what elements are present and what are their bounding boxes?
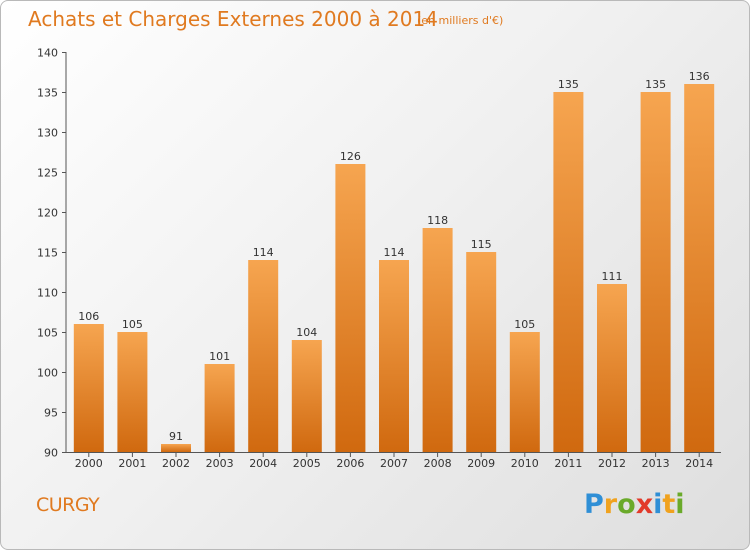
x-tick-label: 2012 <box>598 457 626 470</box>
x-tick-label: 2010 <box>511 457 539 470</box>
y-tick-label: 115 <box>37 247 58 260</box>
bar-value-label: 136 <box>689 70 710 83</box>
bar <box>422 228 453 452</box>
bar-value-label: 101 <box>209 350 230 363</box>
logo-letter: r <box>603 489 618 520</box>
x-tick-label: 2000 <box>75 457 103 470</box>
y-tick-label: 110 <box>37 287 58 300</box>
bar <box>248 260 279 452</box>
y-tick-label: 90 <box>44 447 58 460</box>
bar-value-label: 115 <box>471 238 492 251</box>
y-tick-label: 130 <box>37 127 58 140</box>
x-tick-label: 2006 <box>336 457 364 470</box>
logo-letter: o <box>617 489 636 520</box>
bar <box>204 364 235 452</box>
bar <box>684 84 715 452</box>
bar-value-label: 105 <box>122 318 143 331</box>
bar-value-label: 118 <box>427 214 448 227</box>
x-tick-label: 2003 <box>206 457 234 470</box>
x-tick-label: 2008 <box>424 457 452 470</box>
bar <box>466 252 497 452</box>
x-tick-label: 2009 <box>467 457 495 470</box>
y-tick-label: 105 <box>37 327 58 340</box>
bar <box>117 332 148 452</box>
bar-value-label: 114 <box>384 246 405 259</box>
y-tick-label: 125 <box>37 167 58 180</box>
bars-group <box>73 84 715 452</box>
logo-letter: i <box>675 489 685 520</box>
y-tick-label: 135 <box>37 87 58 100</box>
bar-value-label: 91 <box>169 430 183 443</box>
bar <box>73 324 104 452</box>
logo-letter: i <box>653 489 663 520</box>
bar <box>291 340 322 452</box>
x-tick-label: 2014 <box>685 457 713 470</box>
x-tick-label: 2004 <box>249 457 277 470</box>
bar <box>640 92 671 452</box>
y-tick-label: 120 <box>37 207 58 220</box>
bar <box>379 260 409 452</box>
bar <box>597 284 627 452</box>
proxiti-logo[interactable]: Proxiti <box>584 489 685 520</box>
logo-letter: t <box>662 489 676 520</box>
axes: 90 95 100 105 110 115 120 125 130 135 140 2000 2001 2… <box>37 47 721 470</box>
x-tick-label: 2005 <box>293 457 321 470</box>
value-labels-group: 106 105 91 101 114 104 126 114 118 115 105 135 111 13… <box>78 70 709 443</box>
bar <box>553 92 584 452</box>
bar <box>161 444 191 452</box>
x-tick-label: 2001 <box>118 457 146 470</box>
town-name: CURGY <box>36 494 100 516</box>
logo-letter: P <box>584 489 604 520</box>
bar-value-label: 106 <box>78 310 99 323</box>
y-tick-label: 100 <box>37 367 58 380</box>
bar <box>335 164 366 452</box>
y-tick-label: 140 <box>37 47 58 60</box>
bar-value-label: 111 <box>602 270 623 283</box>
bar-value-label: 135 <box>645 78 666 91</box>
logo-letter: x <box>635 489 654 520</box>
bar-value-label: 135 <box>558 78 579 91</box>
chart-title: Achats et Charges Externes 2000 à 2014 <box>28 7 438 31</box>
x-tick-label: 2011 <box>554 457 582 470</box>
bar-value-label: 114 <box>253 246 274 259</box>
y-tick-label: 95 <box>44 407 58 420</box>
x-tick-label: 2002 <box>162 457 190 470</box>
bar-value-label: 105 <box>514 318 535 331</box>
x-tick-label: 2007 <box>380 457 408 470</box>
bar <box>509 332 540 452</box>
chart-subtitle: (en milliers d'€) <box>417 14 504 27</box>
x-tick-label: 2013 <box>642 457 670 470</box>
bar-value-label: 104 <box>296 326 317 339</box>
bar-value-label: 126 <box>340 150 361 163</box>
